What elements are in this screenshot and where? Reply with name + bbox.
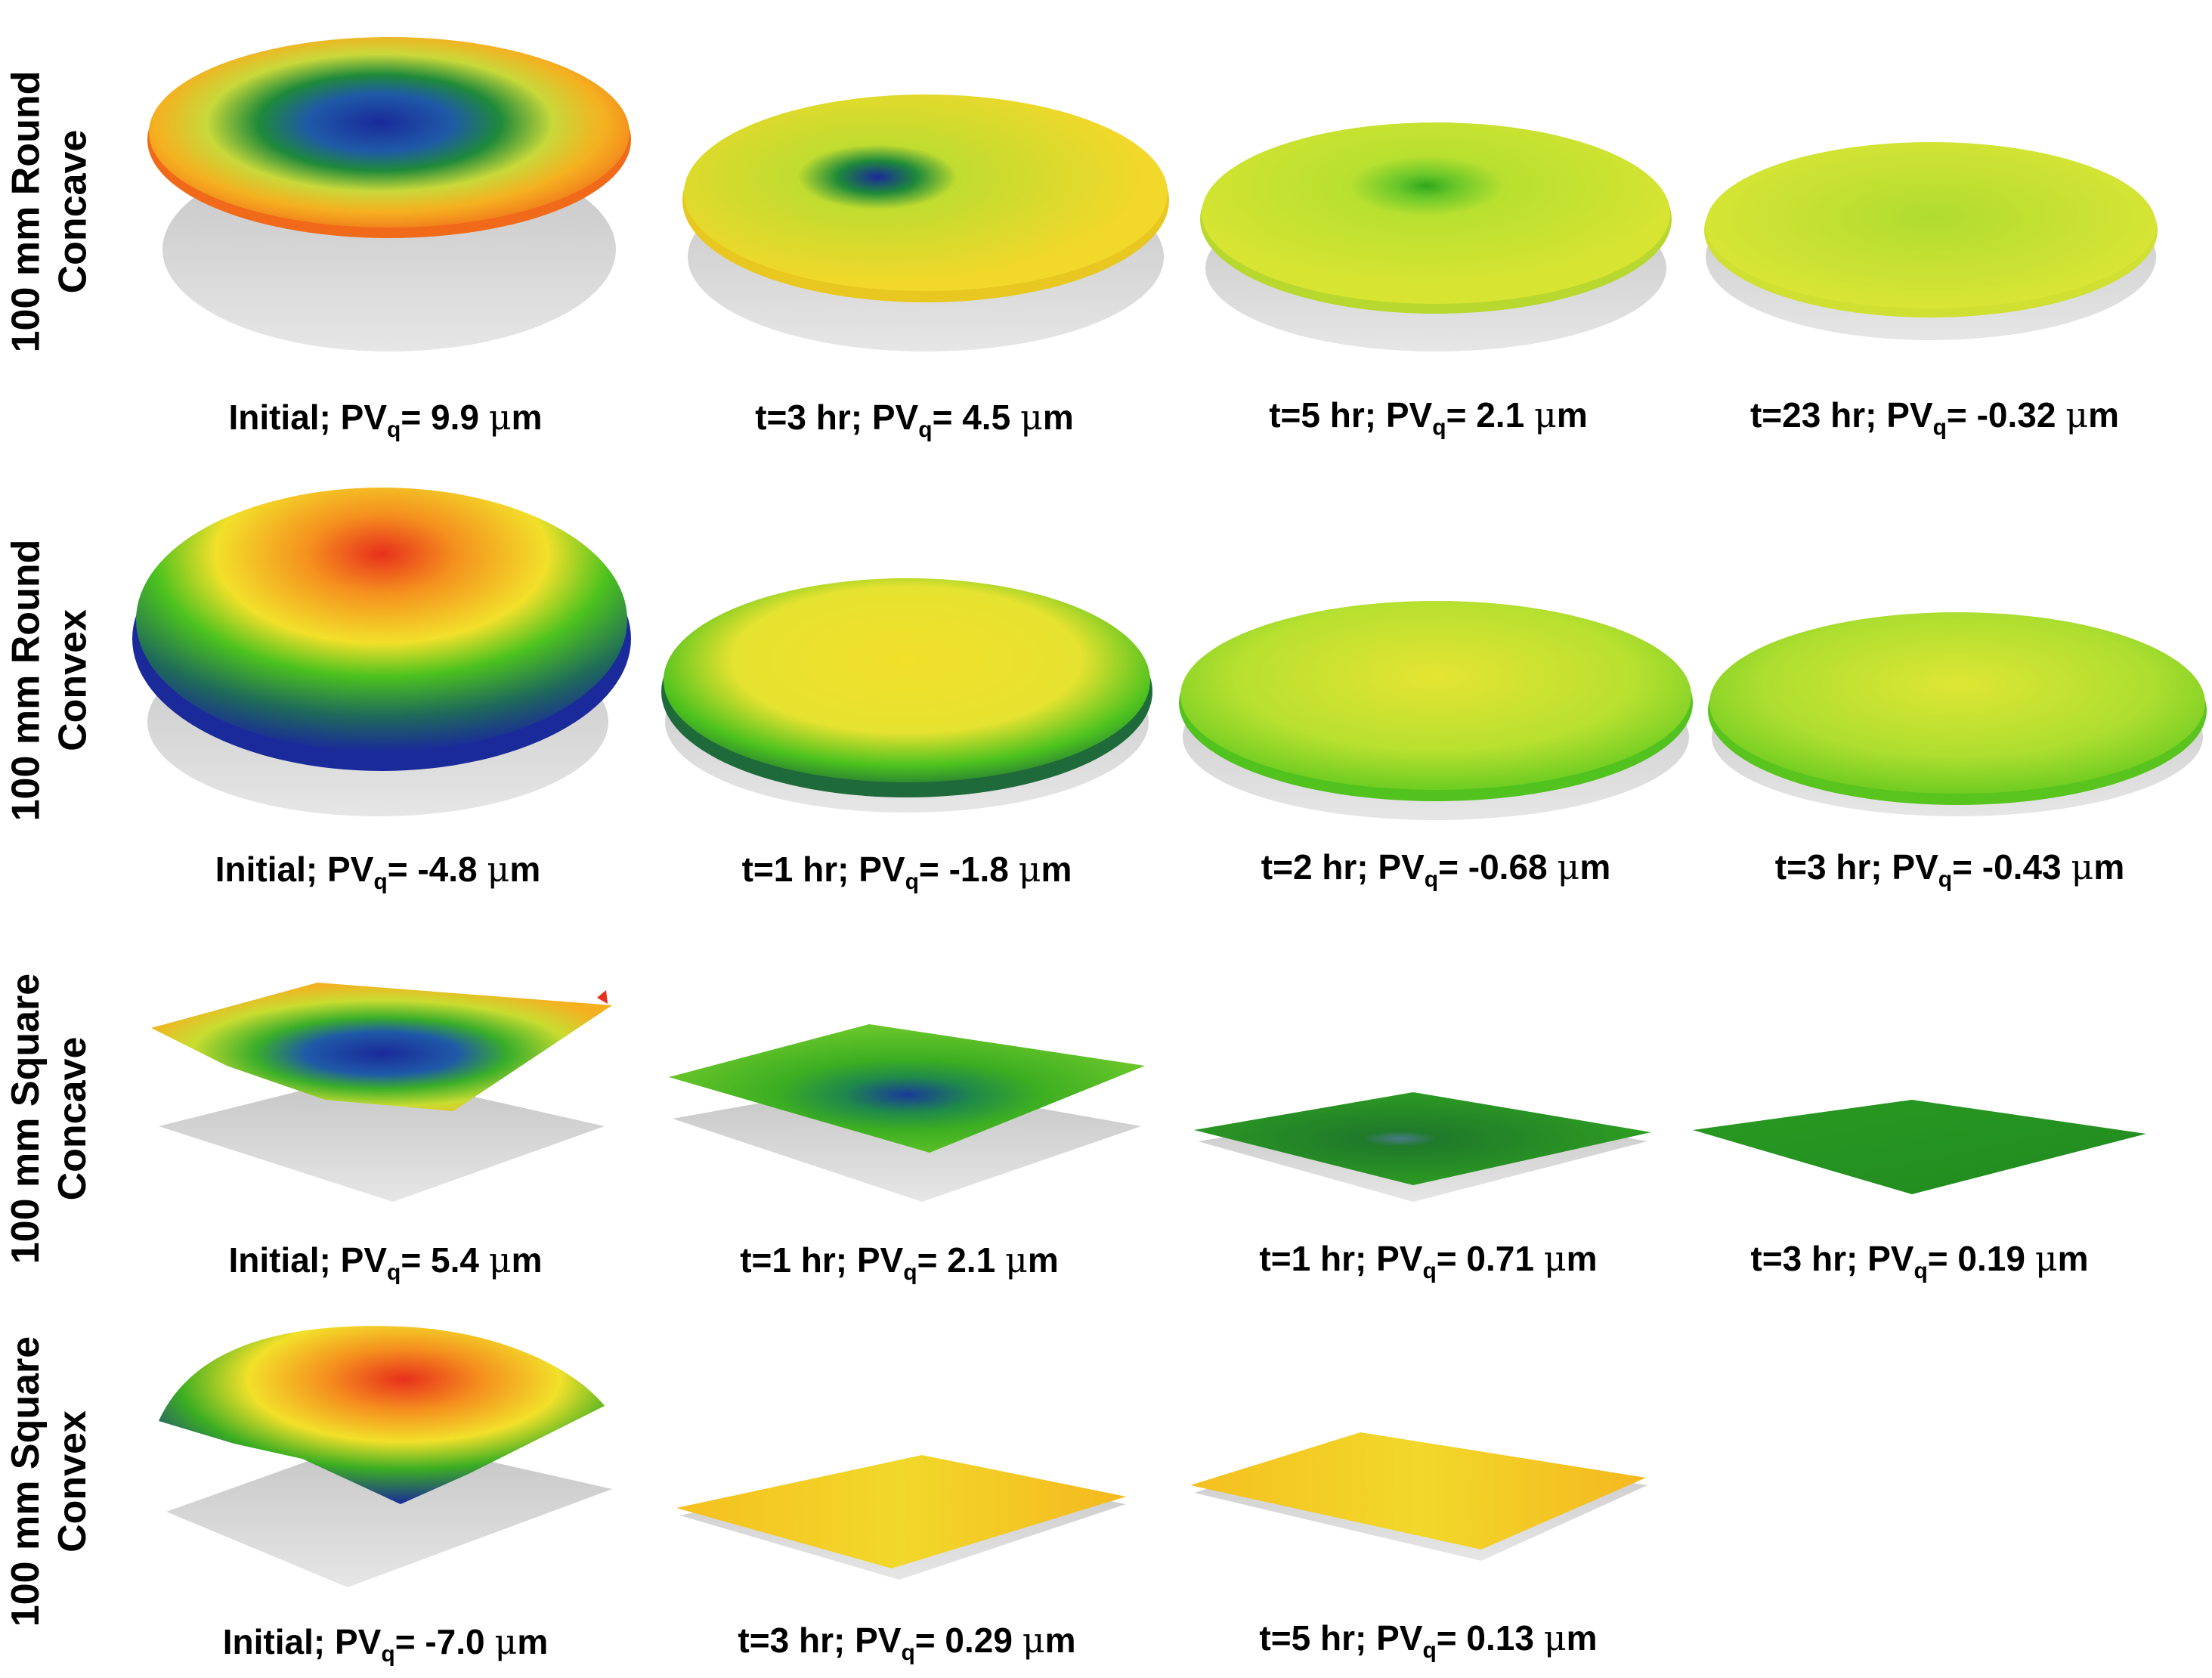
surface-plot-square-convex-initial: [151, 1323, 620, 1595]
caption-square-concave-t1b: t=1 hr; PVq= 0.71 μm: [1259, 1238, 1598, 1283]
surface-plot-square-concave-initial: [144, 960, 620, 1232]
caption-round-concave-t5: t=5 hr; PVq= 2.1 μm: [1269, 395, 1588, 440]
caption-round-convex-t2: t=2 hr; PVq= -0.68 μm: [1261, 847, 1611, 892]
row-label-round-concave: 100 mm Round Concave: [0, 15, 98, 408]
row-label-line1: 100 mm Round: [4, 539, 48, 822]
caption-time: Initial;: [228, 1240, 331, 1280]
surface-plot-round-concave-t5: [1194, 83, 1678, 370]
surface-plot-square-concave-t3: [1685, 1088, 2154, 1209]
surface-plot-round-concave-t3: [676, 53, 1175, 370]
row-label-line2: Concave: [51, 129, 95, 294]
caption-time: t=3 hr;: [1750, 1239, 1858, 1278]
caption-square-convex-initial: Initial; PVq= -7.0 μm: [222, 1621, 549, 1667]
row-label-line1: 100 mm Square: [4, 973, 48, 1265]
surface-plot-round-concave-initial: [136, 0, 642, 385]
row-label-line2: Concave: [51, 1036, 95, 1201]
caption-time: t=1 hr;: [740, 1240, 857, 1280]
surface-plot-square-convex-t3: [673, 1447, 1134, 1591]
caption-square-concave-initial: Initial; PVq= 5.4 μm: [228, 1240, 543, 1285]
row-label-round-convex: 100 mm Round Convex: [0, 484, 98, 877]
caption-round-concave-initial: Initial; PVq= 9.9 μm: [228, 397, 543, 442]
surface-plot-square-concave-t1: [657, 1013, 1156, 1224]
surface-plot-square-convex-t5: [1186, 1432, 1655, 1576]
caption-time: t=2 hr;: [1261, 847, 1369, 887]
surface-plot-square-concave-t2: [1186, 1088, 1655, 1209]
row-label-square-convex: 100 mm Square Convex: [0, 1285, 98, 1678]
caption-square-concave-t1: t=1 hr; PVq= 2.1 μm: [740, 1240, 1059, 1285]
caption-time: t=5 hr;: [1259, 1618, 1367, 1658]
caption-time: Initial;: [222, 1622, 326, 1661]
caption-round-concave-t3: t=3 hr; PVq= 4.5 μm: [755, 397, 1074, 442]
surface-plot-round-convex-initial: [121, 465, 635, 828]
caption-time: t=3 hr;: [755, 398, 872, 437]
caption-time: t=3 hr;: [1774, 847, 1883, 887]
caption-round-convex-t1: t=1 hr; PVq= -1.8 μm: [741, 849, 1072, 894]
caption-time: t=23 hr;: [1749, 395, 1877, 435]
row-label-line2: Convex: [51, 609, 95, 751]
caption-round-concave-t23: t=23 hr; PVq= -0.32 μm: [1749, 395, 2120, 440]
caption-time: Initial;: [215, 850, 318, 889]
caption-square-concave-t3: t=3 hr; PVq= 0.19 μm: [1750, 1238, 2089, 1283]
row-label-square-concave: 100 mm Square Concave: [0, 922, 98, 1315]
caption-time: t=1 hr;: [1259, 1239, 1367, 1278]
row-label-line1: 100 mm Square: [4, 1336, 48, 1627]
surface-plot-round-convex-t1: [657, 552, 1156, 824]
caption-time: t=1 hr;: [741, 850, 859, 889]
row-label-line1: 100 mm Round: [4, 70, 48, 353]
row-label-line2: Convex: [51, 1410, 95, 1553]
caption-square-convex-t3: t=3 hr; PVq= 0.29 μm: [738, 1620, 1076, 1665]
caption-round-convex-initial: Initial; PVq= -4.8 μm: [215, 849, 541, 894]
surface-plot-round-convex-t3: [1704, 597, 2210, 824]
caption-time: Initial;: [228, 398, 331, 437]
caption-round-convex-t3: t=3 hr; PVq= -0.43 μm: [1774, 847, 2125, 892]
surface-plot-round-convex-t2: [1175, 582, 1697, 824]
caption-time: t=3 hr;: [738, 1621, 846, 1660]
caption-square-convex-t5: t=5 hr; PVq= 0.13 μm: [1259, 1618, 1598, 1663]
surface-plot-round-concave-t23: [1697, 106, 2165, 363]
caption-time: t=5 hr;: [1269, 395, 1377, 435]
